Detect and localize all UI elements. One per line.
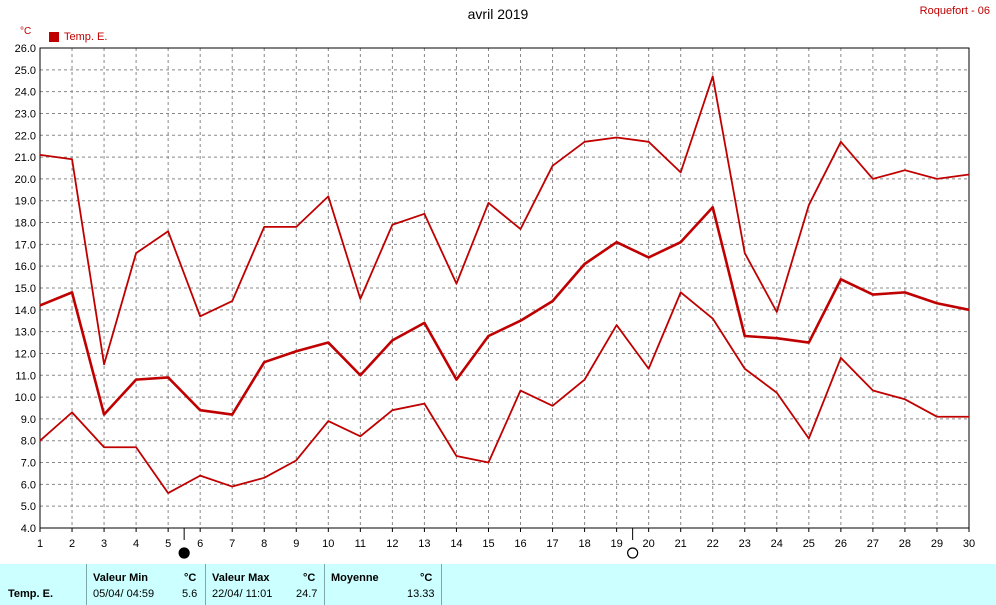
stats-footer: Temp. E. Valeur Min °C 05/04/ 04:59 5.6 …	[0, 564, 996, 605]
y-tick-label: 6.0	[21, 479, 36, 491]
legend-label: Temp. E.	[64, 31, 108, 43]
y-tick-label: 10.0	[15, 392, 36, 404]
y-tick-label: 21.0	[15, 152, 36, 164]
y-tick-label: 19.0	[15, 196, 36, 208]
x-tick-label: 27	[867, 538, 879, 550]
plot-frame	[39, 47, 970, 529]
footer-series-label: Temp. E.	[8, 588, 54, 600]
x-tick-label: 28	[899, 538, 911, 550]
x-tick-label: 4	[133, 538, 139, 550]
y-tick-label: 26.0	[15, 43, 36, 55]
x-tick-label: 15	[482, 538, 494, 550]
max-header: Valeur Max	[212, 572, 270, 584]
x-tick-label: 19	[610, 538, 622, 550]
avg-header: Moyenne	[331, 572, 379, 584]
footer-avg-cell: Moyenne °C 13.33	[325, 564, 442, 605]
min-header: Valeur Min	[93, 572, 149, 584]
y-tick-label: 24.0	[15, 87, 36, 99]
x-tick-label: 22	[707, 538, 719, 550]
x-tick-label: 12	[386, 538, 398, 550]
y-tick-label: 15.0	[15, 283, 36, 295]
y-tick-label: 17.0	[15, 239, 36, 251]
x-tick-label: 8	[261, 538, 267, 550]
y-tick-label: 14.0	[15, 305, 36, 317]
x-tick-label: 24	[771, 538, 783, 550]
x-tick-label: 21	[675, 538, 687, 550]
min-unit: °C	[184, 572, 197, 584]
y-tick-label: 25.0	[15, 65, 36, 77]
x-tick-label: 14	[450, 538, 462, 550]
temperature-chart: 4.05.06.07.08.09.010.011.012.013.014.015…	[15, 43, 975, 559]
x-tick-label: 23	[739, 538, 751, 550]
x-tick-label: 10	[322, 538, 334, 550]
x-tick-label: 13	[418, 538, 430, 550]
series-line-moyenne	[39, 205, 970, 416]
x-tick-label: 5	[165, 538, 171, 550]
x-tick-label: 11	[355, 538, 366, 550]
x-tick-label: 7	[229, 538, 235, 550]
chart-title: avril 2019	[467, 6, 529, 22]
series-line-min	[39, 291, 969, 494]
avg-unit: °C	[420, 572, 433, 584]
y-tick-label: 18.0	[15, 218, 36, 230]
y-tick-label: 13.0	[15, 327, 36, 339]
x-tick-label: 26	[835, 538, 847, 550]
y-tick-label: 7.0	[21, 458, 36, 470]
x-tick-label: 6	[197, 538, 203, 550]
x-tick-label: 18	[578, 538, 590, 550]
legend-swatch	[49, 32, 59, 42]
y-tick-label: 4.0	[21, 523, 36, 535]
y-tick-label: 8.0	[21, 436, 36, 448]
x-tick-label: 25	[803, 538, 815, 550]
footer-max-cell: Valeur Max °C 22/04/ 11:01 24.7	[206, 564, 325, 605]
y-tick-label: 9.0	[21, 414, 36, 426]
x-tick-label: 2	[69, 538, 75, 550]
series-line-max	[39, 75, 970, 366]
y-tick-label: 5.0	[21, 501, 36, 513]
x-tick-label: 29	[931, 538, 943, 550]
x-tick-label: 17	[546, 538, 558, 550]
new-moon-icon	[178, 547, 190, 559]
x-tick-label: 16	[514, 538, 526, 550]
x-tick-label: 3	[101, 538, 107, 550]
y-tick-label: 23.0	[15, 108, 36, 120]
station-name: Roquefort - 06	[919, 5, 990, 17]
x-tick-label: 1	[37, 538, 43, 550]
max-unit: °C	[303, 572, 316, 584]
y-tick-label: 11.0	[15, 370, 36, 382]
max-value: 24.7	[296, 588, 318, 600]
max-datetime: 22/04/ 11:01	[212, 588, 273, 600]
y-axis-unit: °C	[20, 26, 32, 37]
x-tick-label: 20	[643, 538, 655, 550]
y-tick-label: 16.0	[15, 261, 36, 273]
y-tick-label: 22.0	[15, 130, 36, 142]
footer-min-cell: Valeur Min °C 05/04/ 04:59 5.6	[87, 564, 206, 605]
avg-value: 13.33	[407, 588, 435, 600]
full-moon-icon	[627, 547, 639, 559]
x-tick-label: 9	[293, 538, 299, 550]
footer-series-cell: Temp. E.	[0, 564, 87, 605]
min-datetime: 05/04/ 04:59	[93, 588, 155, 600]
min-value: 5.6	[182, 588, 198, 600]
y-tick-label: 12.0	[15, 348, 36, 360]
y-tick-label: 20.0	[15, 174, 36, 186]
x-tick-label: 30	[963, 538, 975, 550]
